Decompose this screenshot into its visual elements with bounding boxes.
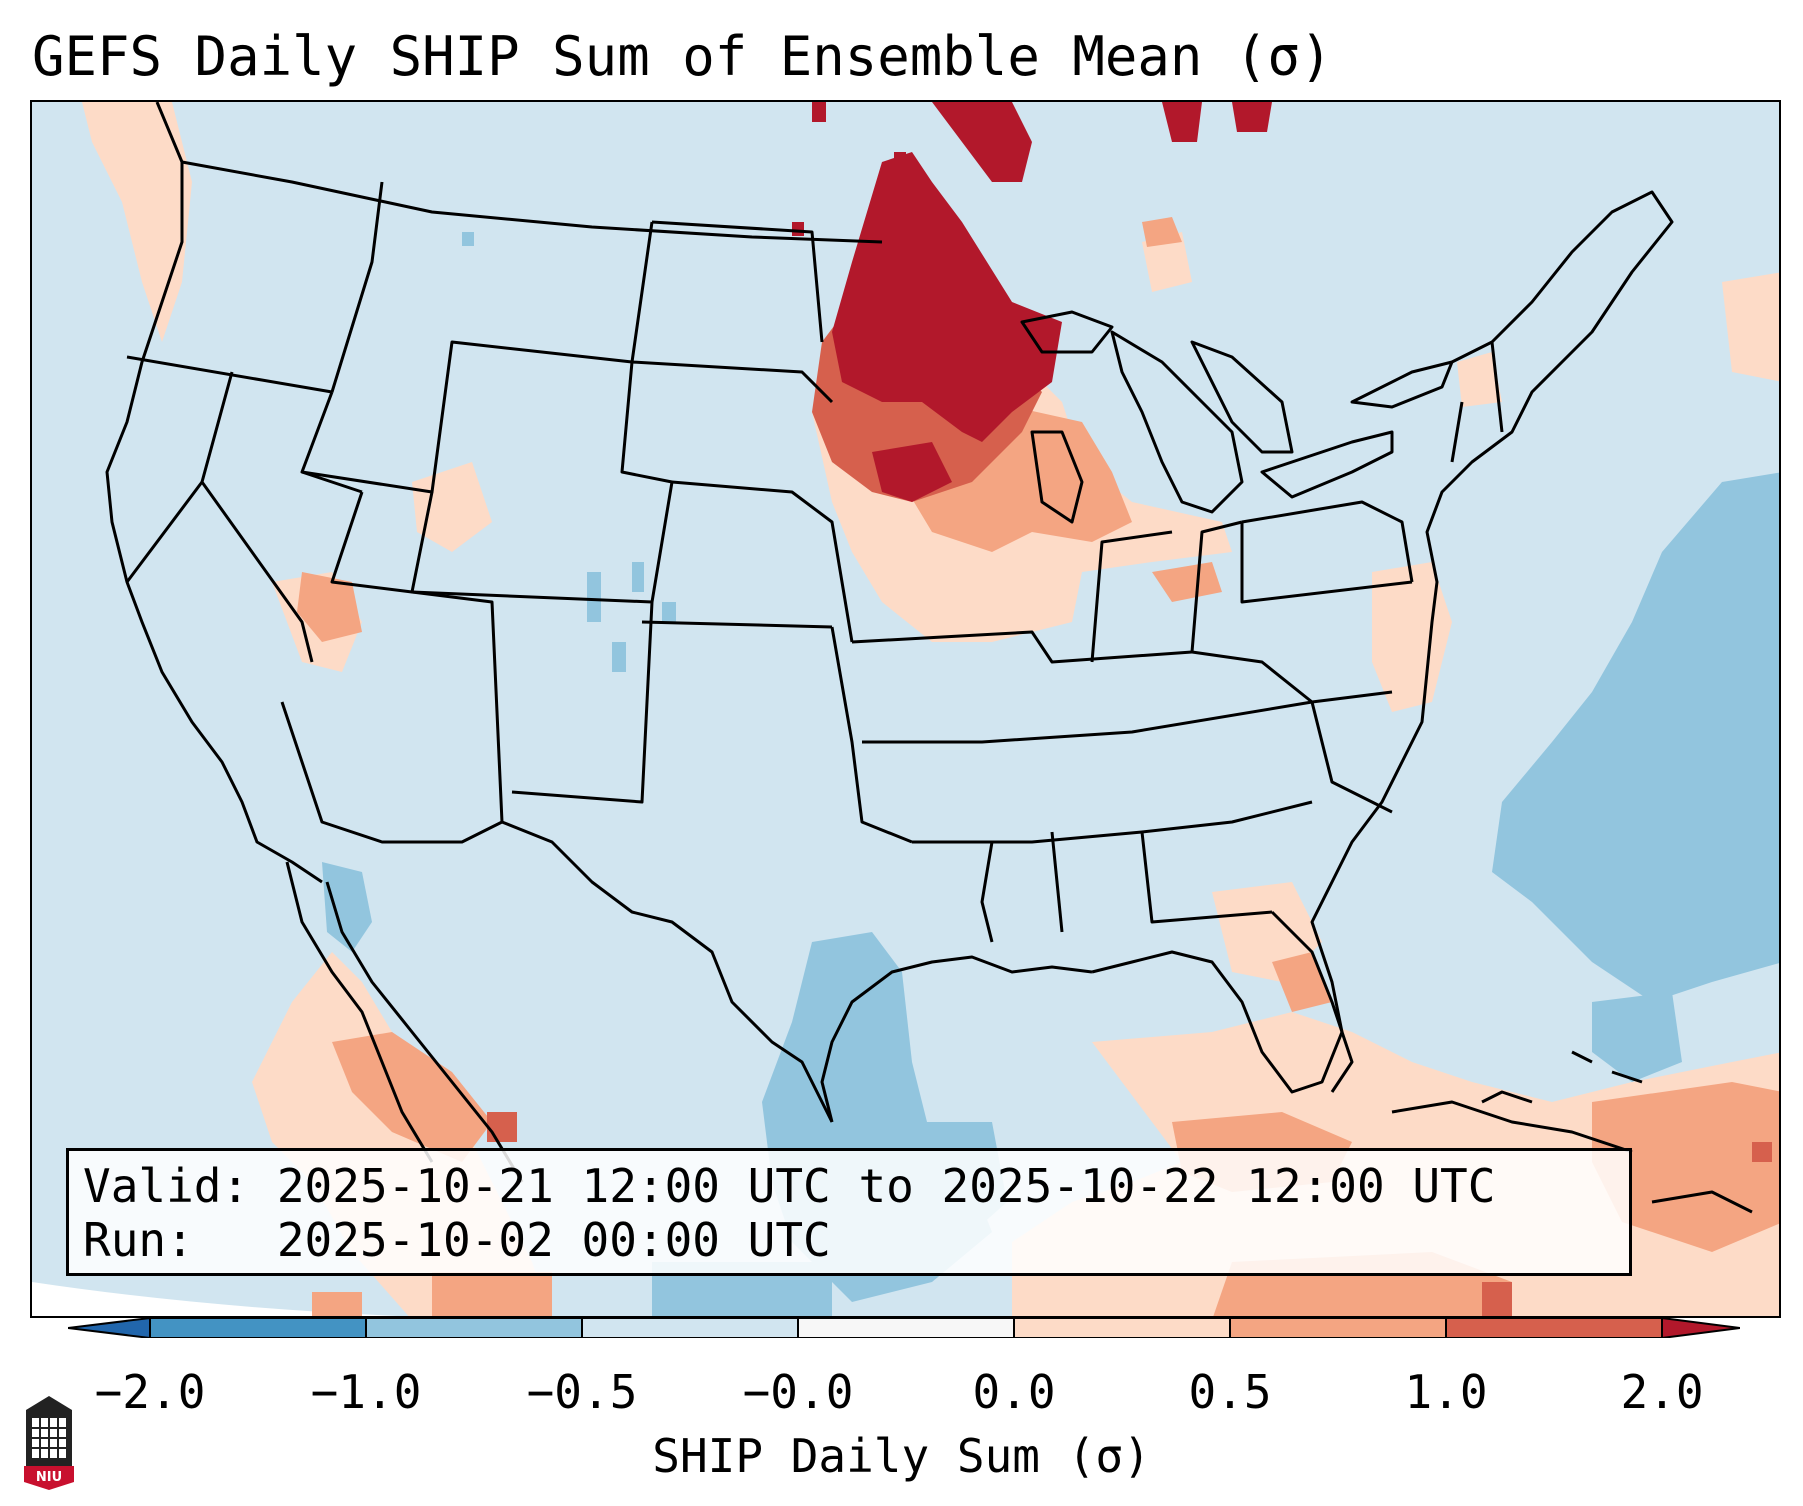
colorbar-tick-label: −1.0: [310, 1365, 422, 1419]
colorbar-bin: [1446, 1318, 1662, 1338]
colorbar-tick-label: −0.0: [742, 1365, 854, 1419]
colorbar-tick-label: 2.0: [1620, 1365, 1704, 1419]
map-panel: [30, 100, 1781, 1318]
colorbar-label: SHIP Daily Sum (σ): [652, 1429, 1151, 1483]
colorbar-extend-low: [68, 1318, 151, 1338]
colorbar-bin: [366, 1318, 582, 1338]
logo-text: NIU: [36, 1470, 62, 1485]
validity-info-box: Valid: 2025-10-21 12:00 UTC to 2025-10-2…: [66, 1148, 1632, 1276]
colorbar-extend-high: [1661, 1318, 1740, 1338]
colorbar: [68, 1318, 1740, 1338]
colorbar-bin: [582, 1318, 798, 1338]
colorbar-bin: [150, 1318, 366, 1338]
projection-edge: [32, 1282, 398, 1316]
colorbar-bin: [1230, 1318, 1446, 1338]
colorbar-tick-label: −2.0: [94, 1365, 206, 1419]
niu-logo: NIU: [24, 1396, 74, 1490]
anomaly-field: [82, 102, 1779, 1316]
map-canvas: [32, 102, 1779, 1316]
map-title: GEFS Daily SHIP Sum of Ensemble Mean (σ): [32, 25, 1333, 88]
colorbar-tick-label: 1.0: [1404, 1365, 1488, 1419]
run-time-line: Run: 2025-10-02 00:00 UTC: [83, 1213, 831, 1267]
colorbar-tick-label: 0.0: [972, 1365, 1056, 1419]
valid-time-line: Valid: 2025-10-21 12:00 UTC to 2025-10-2…: [83, 1159, 1496, 1213]
boundaries: [105, 102, 1753, 1214]
colorbar-bin: [1014, 1318, 1230, 1338]
colorbar-bin: [798, 1318, 1014, 1338]
colorbar-tick-label: −0.5: [526, 1365, 638, 1419]
colorbar-tick-label: 0.5: [1188, 1365, 1272, 1419]
